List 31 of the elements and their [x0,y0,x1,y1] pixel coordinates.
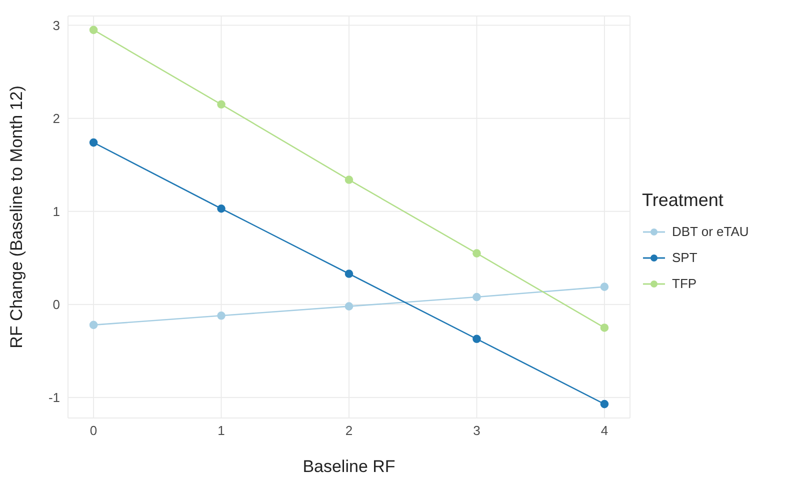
y-tick-label: 1 [52,204,60,220]
point [472,249,481,258]
legend-label: TFP [672,276,697,291]
point [344,270,354,278]
legend-title: Treatment [642,190,724,210]
legend-label: SPT [672,250,698,265]
point [600,400,609,408]
point [89,320,98,330]
point [89,138,98,147]
point [472,292,481,302]
y-tick-label: 3 [52,18,60,33]
y-axis-title: RF Change (Baseline to Month 12) [7,86,26,348]
point [217,311,226,320]
point [600,282,609,291]
x-tick-label: 0 [90,423,98,438]
point [472,334,481,344]
point [217,204,226,213]
y-tick-label: -1 [48,390,60,406]
y-tick-label: 0 [52,297,60,312]
y-tick-label: 2 [52,110,60,126]
point [217,100,226,109]
legend-label: DBT or eTAU [672,224,749,239]
point [344,302,354,310]
x-tick-label: 2 [345,423,353,438]
point [89,26,98,34]
x-axis-title: Baseline RF [302,457,396,476]
x-tick-label: 1 [218,423,225,438]
x-tick-label: 3 [473,423,480,438]
point [600,324,609,332]
x-tick-label: 4 [600,423,608,438]
point [344,176,354,184]
